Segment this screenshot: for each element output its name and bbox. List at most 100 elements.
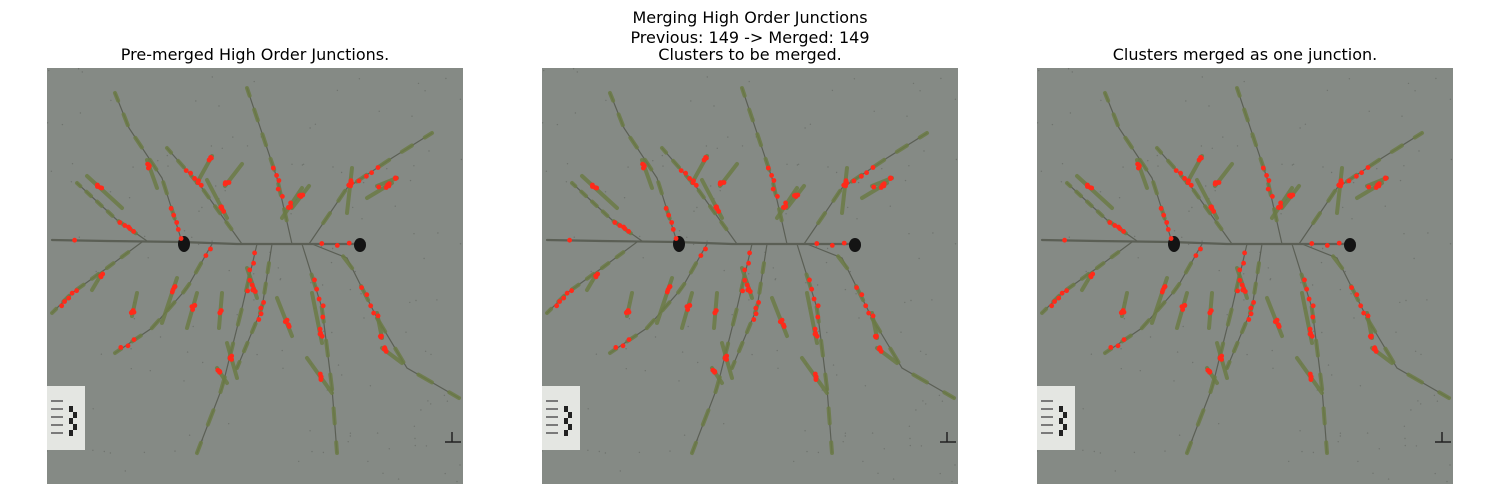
junction-marker-icon [258, 311, 264, 317]
junction-marker-icon [871, 184, 877, 190]
junction-marker-icon [811, 296, 817, 302]
junction-marker-icon [183, 168, 189, 173]
junction-marker-icon [217, 310, 223, 316]
junction-marker-icon [1115, 343, 1121, 349]
spikelet [894, 143, 909, 154]
junction-marker-icon [229, 357, 235, 362]
junction-marker-icon [687, 176, 692, 181]
junction-marker-icon [1159, 289, 1165, 295]
spikelet [149, 318, 161, 331]
junction-marker-icon [1121, 229, 1126, 234]
junction-marker-icon [1354, 292, 1360, 298]
spikelet [840, 166, 849, 215]
main-stem [1040, 238, 1349, 246]
scale-mark [445, 432, 461, 443]
spikelet [1250, 132, 1258, 148]
junction-marker-icon [286, 324, 292, 329]
spikelet [1185, 440, 1193, 455]
junction-marker-icon [1248, 311, 1254, 317]
photo-shade [542, 68, 958, 484]
spikelet [161, 180, 169, 196]
junction-marker-icon [878, 349, 884, 354]
junction-marker-icon [569, 288, 574, 294]
spikelet [643, 157, 654, 172]
junction-marker-icon [209, 155, 214, 161]
junction-marker-icon [1135, 161, 1140, 167]
spikelet [235, 360, 242, 370]
photo-background [542, 68, 958, 484]
spikelet [1139, 318, 1151, 331]
junction-marker-icon [663, 206, 669, 211]
spikelet [911, 372, 929, 385]
junction-marker-icon [1308, 377, 1314, 382]
spikelet [1255, 261, 1261, 275]
junction-marker-icon [320, 303, 326, 309]
junction-marker-icon [1304, 286, 1310, 292]
junction-marker-icon [1248, 305, 1254, 311]
junction-marker-icon [812, 326, 818, 332]
spikelet [260, 132, 268, 148]
spikelet [1195, 408, 1206, 427]
spikelet [1111, 112, 1120, 128]
spikelet [545, 306, 554, 315]
spikelet [688, 261, 698, 275]
spikelet [148, 157, 159, 172]
junction-marker-icon [1373, 349, 1379, 354]
spikelet [265, 261, 271, 275]
junction-marker-icon [69, 290, 75, 296]
junction-marker-icon [203, 253, 209, 258]
spikelet [644, 318, 656, 331]
panel-pre-merged: Pre-merged High Order Junctions. [47, 44, 463, 484]
spikelet [393, 346, 406, 365]
junction-marker-icon [1193, 253, 1199, 258]
spikelet [1383, 346, 1396, 365]
junction-marker-icon [1165, 227, 1171, 232]
spikelet [250, 321, 258, 335]
junction-marker-icon [276, 178, 282, 183]
junction-marker-icon [1116, 224, 1121, 230]
junction-marker-icon [698, 253, 704, 258]
junction-marker-icon [1376, 181, 1382, 186]
junction-marker-icon [359, 285, 364, 290]
junction-marker-icon [318, 377, 324, 382]
junction-marker-icon [1324, 243, 1330, 248]
spikelet [1412, 131, 1424, 140]
spikelet [1191, 188, 1201, 200]
spikelet [872, 157, 887, 169]
junction-marker-icon [1108, 345, 1114, 350]
junction-marker-icon [841, 240, 847, 246]
panel-title: Clusters to be merged. [658, 45, 842, 64]
spikelet [105, 261, 116, 270]
junction-marker-icon [742, 277, 748, 283]
junction-marker-icon [874, 333, 879, 339]
junction-marker-icon [1052, 299, 1057, 304]
spikelet [745, 321, 753, 335]
junction-marker-icon [208, 246, 213, 252]
spikelet [1123, 135, 1134, 150]
ruler-card [1037, 386, 1075, 450]
spikelet [1075, 174, 1114, 210]
spikelet [321, 211, 332, 225]
junction-marker-icon [815, 303, 821, 309]
spikelet [757, 281, 763, 295]
spikelet [1095, 209, 1105, 218]
junction-marker-icon [1207, 369, 1212, 375]
spikelet [105, 209, 115, 218]
spikelet [1242, 107, 1250, 123]
spikelet [1265, 296, 1284, 338]
junction-marker-icon [1188, 182, 1194, 188]
junction-marker-icon [567, 237, 572, 243]
junction-marker-icon [122, 223, 128, 228]
junction-marker-icon [288, 204, 294, 209]
junction-marker-icon [217, 369, 222, 375]
junction-marker-icon [198, 182, 204, 188]
junction-marker-icon [593, 274, 599, 280]
junction-marker-icon [854, 285, 859, 290]
junction-marker-icon [691, 178, 696, 184]
junction-marker-icon [175, 227, 181, 232]
junction-marker-icon [626, 337, 632, 342]
junction-marker-icon [1121, 337, 1127, 342]
junction-marker-icon [393, 176, 398, 181]
spikelet [84, 189, 93, 198]
photo-shade [47, 68, 463, 484]
